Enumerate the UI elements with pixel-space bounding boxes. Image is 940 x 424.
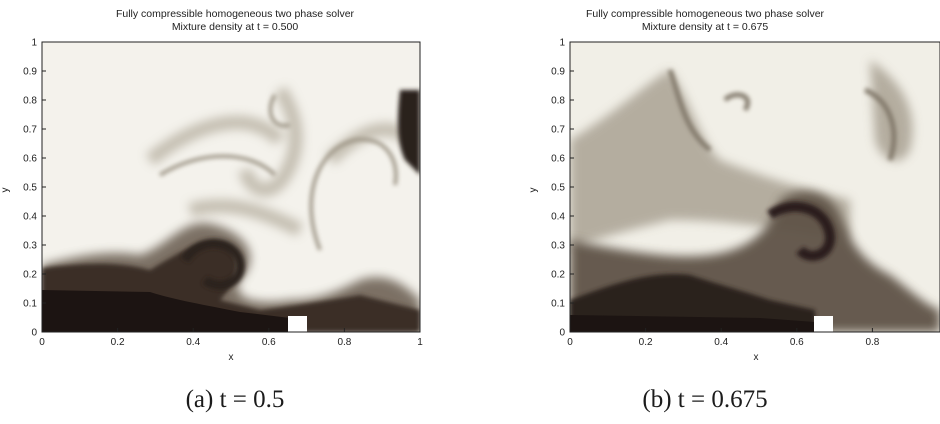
x-tick-label: 0.4 [186, 337, 200, 348]
panel-a-xlabel: x [229, 352, 234, 363]
y-tick-label: 0.6 [23, 154, 37, 165]
panel-a-title-line1: Fully compressible homogeneous two phase… [115, 8, 355, 20]
y-tick-label: 0 [559, 328, 565, 339]
y-tick-label: 0.3 [551, 241, 565, 252]
panel-b-title-line2: Mixture density at t = 0.675 [641, 21, 769, 33]
x-tick-label: 0.8 [865, 337, 879, 348]
figure-panel-b: Fully compressible homogeneous two phase… [470, 0, 940, 424]
x-tick-label: 0.6 [790, 337, 804, 348]
x-tick-label: 0.8 [337, 337, 351, 348]
y-tick-label: 0 [31, 328, 37, 339]
x-tick-label: 0 [39, 337, 45, 348]
panel-b-plot: 0 0.1 0.2 0.3 0.4 0.5 0.6 0.7 0.8 0.9 1 0 0.2 0.4 0.6 0… [528, 38, 940, 363]
panel-a-ticks: 0 0.1 0.2 0.3 0.4 0.5 0.6 0.7 0.8 0.9 1 0 0.2 0.4 0.6 0… [23, 38, 423, 349]
y-tick-label: 0.5 [551, 183, 565, 194]
panel-a-title-line2: Mixture density at t = 0.500 [171, 21, 299, 33]
x-tick-label: 0.2 [639, 337, 653, 348]
y-tick-label: 0.2 [551, 270, 565, 281]
y-tick-label: 0.7 [551, 125, 565, 136]
y-tick-label: 0.1 [23, 299, 37, 310]
y-tick-label: 0.4 [551, 212, 565, 223]
y-tick-label: 0.9 [23, 67, 37, 78]
y-tick-label: 0.9 [551, 67, 565, 78]
panel-a-density-field [42, 42, 420, 332]
x-tick-label: 0.2 [111, 337, 125, 348]
panel-b-ylabel: y [528, 188, 539, 193]
y-tick-label: 0.6 [551, 154, 565, 165]
x-tick-label: 0.4 [714, 337, 728, 348]
panel-b-title-line1: Fully compressible homogeneous two phase… [585, 8, 825, 20]
x-tick-label: 1 [417, 337, 423, 348]
y-tick-label: 0.1 [551, 299, 565, 310]
y-tick-label: 0.3 [23, 241, 37, 252]
panel-b-title: Fully compressible homogeneous two phase… [470, 8, 940, 34]
y-tick-label: 0.4 [23, 212, 37, 223]
panel-b-caption: (b) t = 0.675 [642, 386, 768, 413]
y-tick-label: 1 [31, 38, 37, 49]
y-tick-label: 0.2 [23, 270, 37, 281]
panel-b-ticks: 0 0.1 0.2 0.3 0.4 0.5 0.6 0.7 0.8 0.9 1 0 0.2 0.4 0.6 0… [551, 38, 880, 349]
panel-b-density-field [570, 42, 940, 332]
y-tick-label: 0.8 [551, 96, 565, 107]
figure-panel-a: Fully compressible homogeneous two phase… [0, 8, 470, 413]
y-tick-label: 1 [559, 38, 565, 49]
panel-a-caption: (a) t = 0.5 [185, 386, 285, 413]
panel-a-ylabel: y [0, 188, 11, 193]
x-tick-label: 0 [567, 337, 573, 348]
y-tick-label: 0.5 [23, 183, 37, 194]
panel-b-xlabel: x [754, 352, 759, 363]
x-tick-label: 0.6 [262, 337, 276, 348]
panel-a-title: Fully compressible homogeneous two phase… [0, 8, 470, 34]
panel-a-plot: 0 0.1 0.2 0.3 0.4 0.5 0.6 0.7 0.8 0.9 1 0 0.2 0.4 0.6 0… [0, 38, 423, 364]
y-tick-label: 0.8 [23, 96, 37, 107]
y-tick-label: 0.7 [23, 125, 37, 136]
